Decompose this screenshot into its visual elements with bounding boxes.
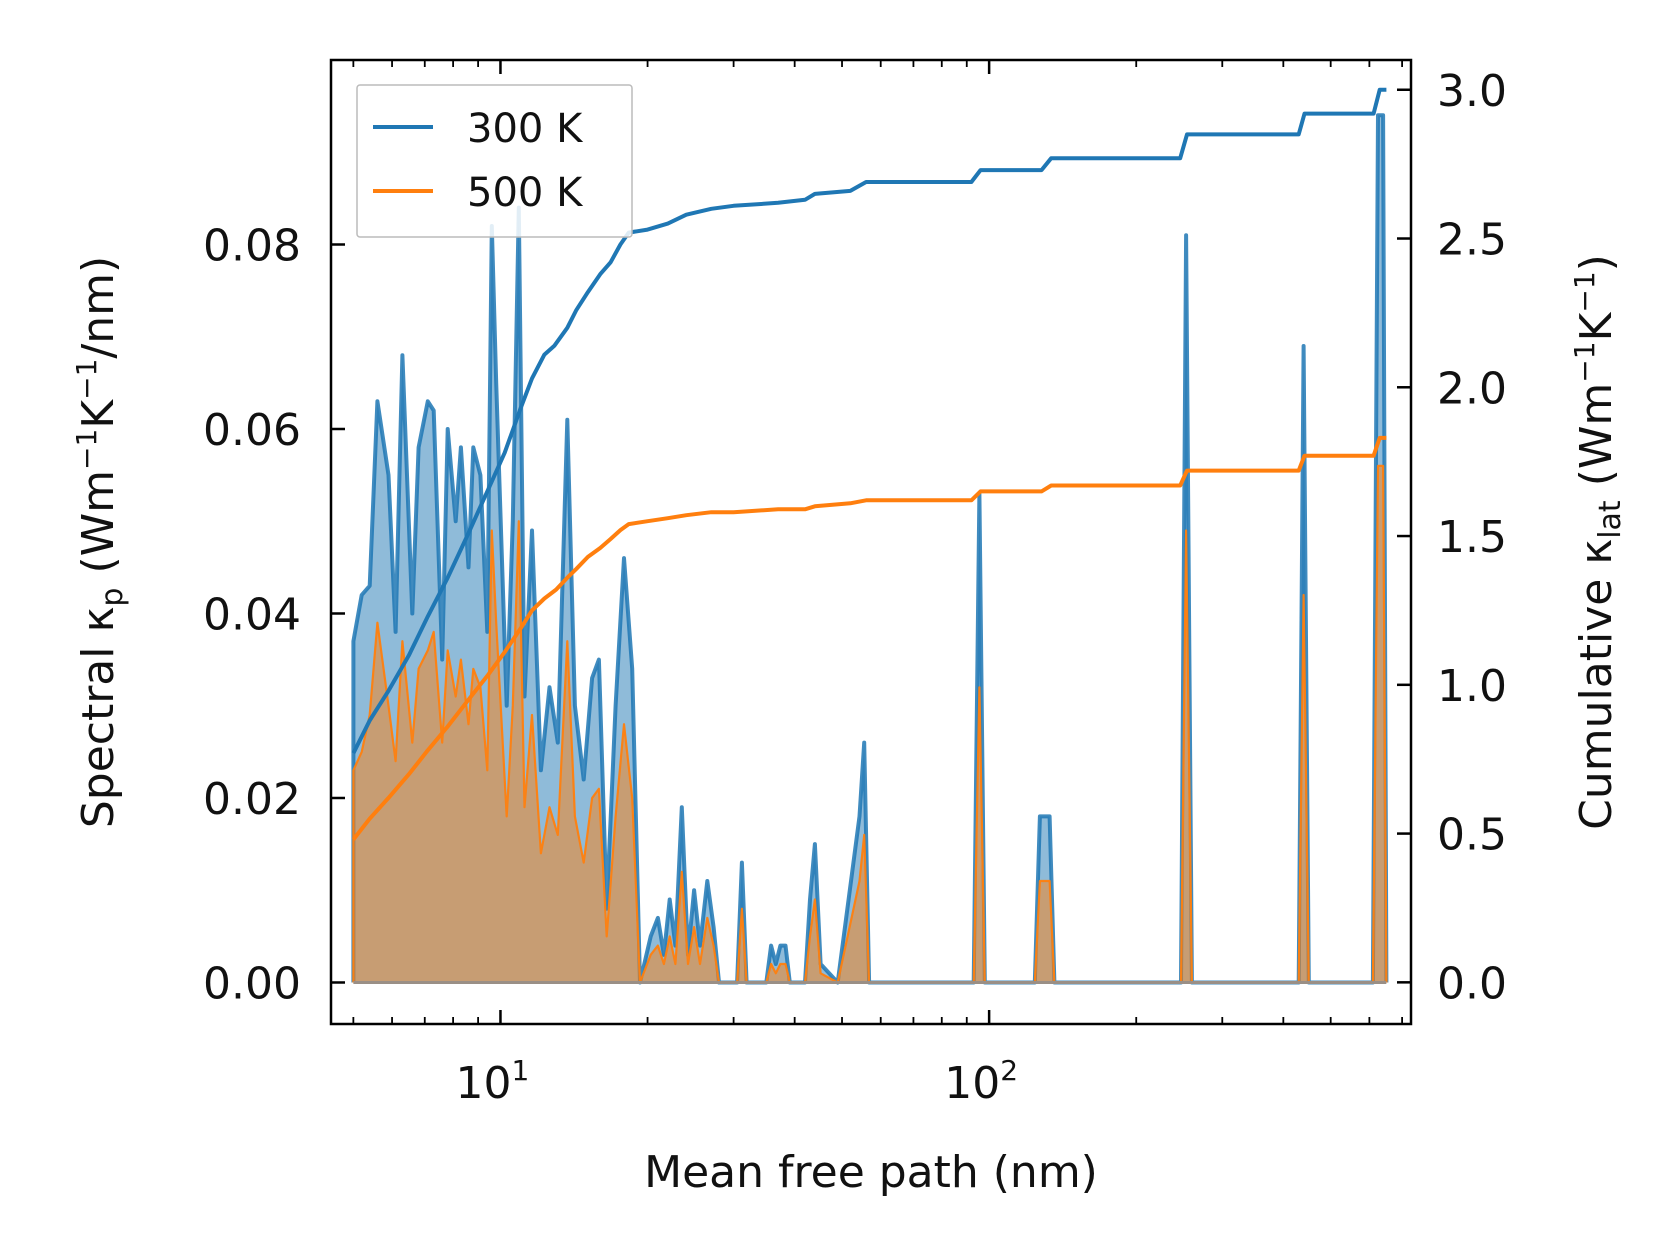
y-right-tick-label: 2.0 [1437, 363, 1507, 414]
x-tick-label-base: 10 [456, 1058, 512, 1109]
y-left-tick-label: 0.08 [203, 220, 301, 271]
y-left-title-mid: (Wm [73, 470, 124, 588]
y-left-tick-label: 0.00 [203, 958, 301, 1009]
legend-label-300k: 300 K [467, 106, 584, 152]
legend-box [356, 84, 633, 238]
y-right-title-sub: lat [1593, 500, 1628, 539]
x-tick-label-exp: 2 [1000, 1054, 1018, 1087]
cumulative-line-300k [351, 87, 1387, 755]
y-right-title-mid2: K [1571, 311, 1622, 341]
y-left-tick-label: 0.02 [203, 774, 301, 825]
tick-layer: 101 1020.000.020.040.060.080.00.51.01.52.… [203, 60, 1507, 1109]
y-left-title-sub: p [95, 588, 130, 607]
cumulative-layer [351, 87, 1387, 841]
y-left-title-prefix: Spectral κ [73, 607, 124, 829]
y-left-title-suffix: /nm) [73, 256, 124, 359]
y-right-tick-label: 0.5 [1437, 810, 1507, 861]
cumulative-line-500k [351, 435, 1387, 841]
y-right-tick-label: 3.0 [1437, 66, 1507, 117]
legend-label-500k: 500 K [467, 170, 584, 216]
y-right-title-mid: (Wm [1571, 383, 1622, 501]
y-right-title-sup1: −1 [1568, 341, 1601, 382]
y-right-tick-label: 0.0 [1437, 958, 1507, 1009]
x-tick-label: 101 [456, 1054, 530, 1109]
plot-frame [329, 58, 1413, 1026]
y-right-title-sup2: −1 [1568, 271, 1601, 312]
y-right-tick-label: 2.5 [1437, 215, 1507, 266]
y-right-title-prefix: Cumulative κ [1571, 539, 1622, 830]
y-left-tick-label: 0.06 [203, 405, 301, 456]
y-axis-right-title: Cumulative κlat (Wm−1K−1) [1568, 254, 1628, 830]
y-right-tick-label: 1.0 [1437, 661, 1507, 712]
y-right-tick-label: 1.5 [1437, 512, 1507, 563]
x-axis-title: Mean free path (nm) [644, 1147, 1098, 1198]
legend: 300 K 500 K [356, 84, 633, 238]
spectral-layer [351, 113, 1389, 985]
x-tick-label-base: 10 [944, 1058, 1000, 1109]
y-left-title-sup1: −1 [70, 429, 103, 470]
y-left-title-mid2: K [73, 399, 124, 429]
x-tick-label: 102 [944, 1054, 1018, 1109]
y-right-title-suffix: ) [1571, 254, 1622, 271]
y-axis-left-title: Spectral κp (Wm−1K−1/nm) [70, 256, 130, 828]
x-tick-label-exp: 1 [512, 1054, 530, 1087]
spectral-area-500k [353, 465, 1387, 983]
y-left-tick-label: 0.04 [203, 589, 301, 640]
y-left-title-sup2: −1 [70, 359, 103, 400]
